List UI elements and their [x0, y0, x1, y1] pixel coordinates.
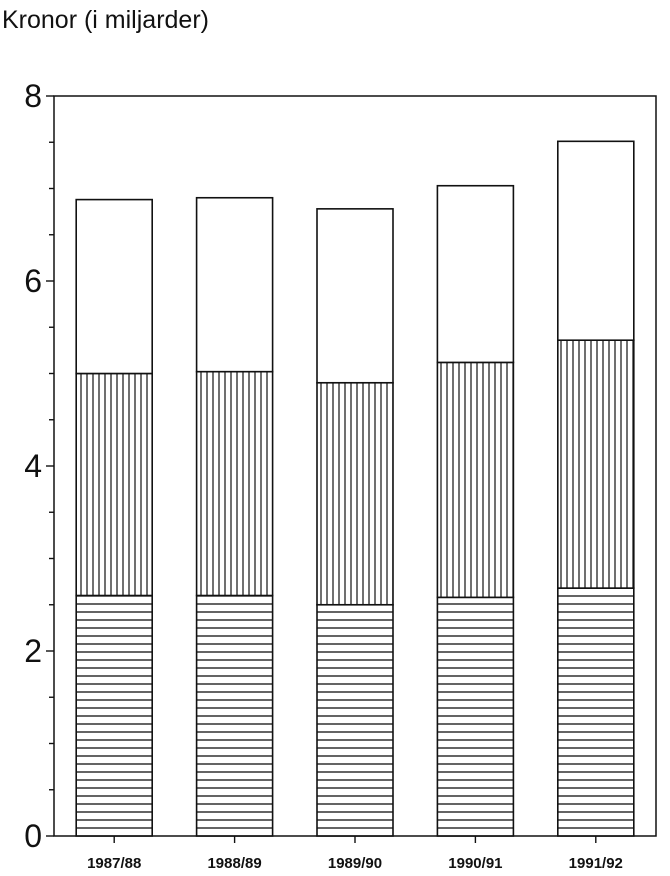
x-tick-label: 1989/90 [328, 855, 382, 872]
x-tick-label: 1990/91 [448, 855, 502, 872]
y-tick-label: 4 [24, 448, 42, 484]
bar-segment-vertical-hatch [75, 372, 153, 597]
y-tick-label: 6 [24, 263, 42, 299]
x-tick-label: 1991/92 [569, 855, 623, 872]
bar-segment-horizontal-hatch [316, 603, 394, 837]
bar-segment-blank [556, 140, 635, 341]
bar-segment-blank [195, 196, 274, 373]
bar-segment-blank [75, 198, 153, 375]
y-tick-label: 0 [24, 818, 42, 854]
bar-segment-vertical-hatch [556, 339, 635, 589]
bar-segment-vertical-hatch [436, 361, 515, 599]
x-tick-label: 1988/89 [207, 855, 261, 872]
bar-segment-horizontal-hatch [436, 596, 515, 837]
bar-segment-blank [436, 184, 515, 364]
y-axis-label: Kronor (i miljarder) [2, 6, 209, 34]
bar-segment-horizontal-hatch [556, 587, 635, 837]
x-tick-label: 1987/88 [87, 855, 141, 872]
y-tick-label: 8 [24, 78, 42, 114]
y-tick-label: 2 [24, 633, 42, 669]
bar-segment-horizontal-hatch [75, 594, 153, 837]
bar-segment-blank [316, 208, 394, 384]
bar-segment-vertical-hatch [316, 381, 394, 606]
bar-segment-vertical-hatch [195, 370, 274, 597]
bar-segment-horizontal-hatch [195, 594, 274, 837]
